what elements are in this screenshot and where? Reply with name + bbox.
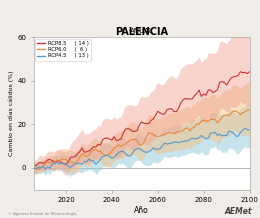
Text: AEMet: AEMet [225,207,252,216]
Text: ANUAL: ANUAL [130,28,154,34]
Y-axis label: Cambio en días cálidos (%): Cambio en días cálidos (%) [9,71,14,156]
Text: © Agencia Estatal de Meteorología: © Agencia Estatal de Meteorología [8,212,76,216]
X-axis label: Año: Año [134,206,149,215]
Title: PALENCIA: PALENCIA [115,27,168,37]
Legend: RCP8.5     ( 14 ), RCP6.0     (  6 ), RCP4.5     ( 13 ): RCP8.5 ( 14 ), RCP6.0 ( 6 ), RCP4.5 ( 13… [35,39,90,61]
